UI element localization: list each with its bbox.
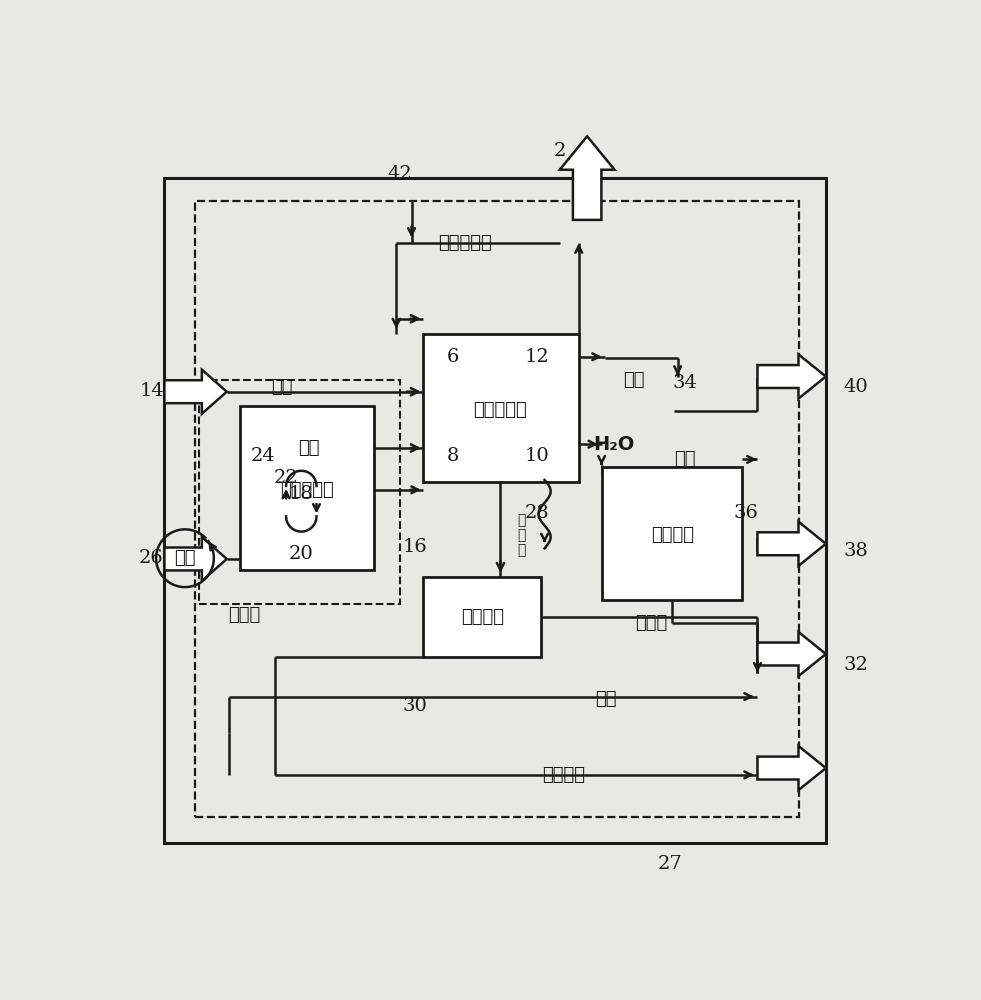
Text: 净化: 净化	[624, 371, 645, 389]
Text: 饮用水: 饮用水	[635, 614, 667, 632]
Text: 电转换器: 电转换器	[461, 608, 503, 626]
Text: 14: 14	[139, 382, 164, 400]
Bar	[423, 334, 579, 482]
Polygon shape	[757, 746, 826, 790]
Text: 27: 27	[657, 855, 683, 873]
Text: 36: 36	[734, 504, 758, 522]
Polygon shape	[560, 136, 614, 220]
Bar	[195, 201, 800, 817]
Text: 6: 6	[447, 348, 459, 366]
Bar	[601, 467, 743, 600]
Polygon shape	[757, 632, 826, 676]
Bar	[240, 406, 374, 570]
Polygon shape	[757, 354, 826, 399]
Text: 溢出: 溢出	[675, 450, 696, 468]
Text: 电力: 电力	[594, 690, 616, 708]
Polygon shape	[757, 522, 826, 566]
Text: 34: 34	[673, 374, 697, 392]
Text: 24: 24	[251, 447, 276, 465]
Text: 18: 18	[289, 485, 314, 503]
Bar	[198, 380, 400, 604]
Bar	[165, 178, 826, 843]
Text: 28: 28	[525, 504, 549, 522]
Text: 12: 12	[525, 348, 549, 366]
Polygon shape	[165, 537, 227, 581]
Text: 20: 20	[289, 545, 314, 563]
Text: 水收集器: 水收集器	[650, 526, 694, 544]
Text: 氧气: 氧气	[298, 439, 320, 457]
Text: 26: 26	[139, 549, 164, 567]
Text: 10: 10	[525, 447, 549, 465]
Text: 压缩机: 压缩机	[229, 606, 260, 624]
Text: 燃料电池组: 燃料电池组	[474, 401, 528, 419]
Text: 42: 42	[387, 165, 412, 183]
Polygon shape	[165, 370, 227, 414]
Text: 8: 8	[447, 447, 459, 465]
Text: 16: 16	[403, 538, 428, 556]
Text: 直
流
电: 直 流 电	[518, 513, 526, 558]
Text: 22: 22	[274, 469, 298, 487]
Bar	[423, 577, 541, 657]
Text: 40: 40	[844, 378, 868, 396]
Text: 氢气再循环: 氢气再循环	[438, 234, 491, 252]
Text: 气体分流器: 气体分流器	[280, 481, 334, 499]
Text: H₂O: H₂O	[594, 435, 635, 454]
Text: 空气: 空气	[175, 549, 196, 567]
Text: 30: 30	[403, 697, 428, 715]
Text: 38: 38	[844, 542, 869, 560]
Text: 32: 32	[844, 656, 869, 674]
Text: 氢气: 氢气	[272, 378, 293, 396]
Text: 惰性气体: 惰性气体	[542, 766, 585, 784]
Text: 2: 2	[553, 142, 566, 160]
